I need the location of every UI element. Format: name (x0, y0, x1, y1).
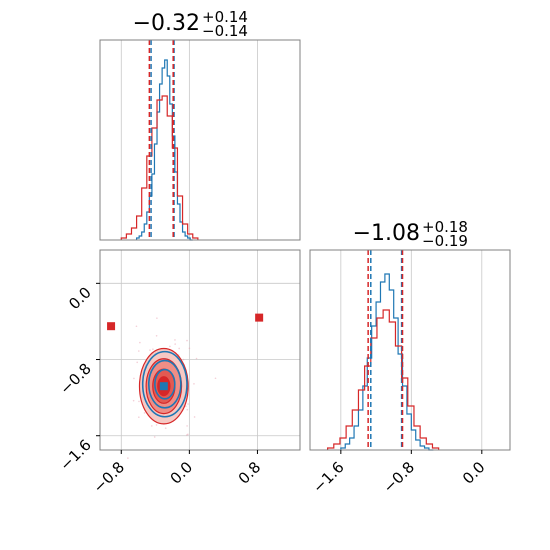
p2-sample-point (187, 433, 189, 436)
p3-hist-blue (340, 273, 434, 451)
p2-sample-point (138, 416, 140, 419)
p2-blue-contour-1 (147, 359, 182, 409)
p3-hist-red (327, 309, 440, 450)
p2-sample-point (195, 357, 198, 360)
p2-sample-point (149, 349, 151, 351)
p3-xtick-label-0: −1.6 (309, 458, 347, 496)
p2-sample-point (153, 436, 156, 438)
p2-sample-point (135, 325, 138, 328)
p2-sample-point (155, 424, 158, 426)
p2-sample-point (139, 341, 141, 344)
p2-sample-point (214, 377, 217, 380)
p2-sample-point (174, 339, 176, 341)
p3-xtick-label-1: −0.8 (380, 458, 418, 496)
p2-sample-point (156, 317, 158, 319)
p2-sample-point (132, 399, 135, 402)
panel3-title-main: −1.08 (353, 221, 420, 246)
p2-sample-point (182, 358, 185, 361)
p2-sample-point (169, 345, 171, 348)
p2-marker-red-1 (255, 313, 264, 322)
p2-sample-point (143, 412, 146, 414)
p1-hist-blue (135, 59, 193, 241)
p2-sample-point (185, 405, 187, 408)
p2-sample-point (133, 377, 135, 380)
p2-sample-point (138, 400, 140, 403)
p2-sample-point (136, 361, 138, 364)
p2-ytick-label-2: −1.6 (56, 436, 94, 474)
p2-sample-point (155, 335, 158, 337)
p2-frame (99, 249, 301, 451)
panel1-title-main: −0.32 (133, 11, 200, 36)
p2-sample-point (188, 347, 191, 350)
panel1-title-sup: +0.14 (202, 8, 248, 26)
p1-frame (99, 39, 301, 241)
p2-xtick-label-1: 0.0 (167, 458, 197, 488)
p2-sample-point (164, 427, 167, 429)
p2-sample-point (187, 403, 189, 405)
p2-sample-point (152, 348, 154, 350)
p2-blue-contour-2 (154, 368, 176, 400)
p2-sample-point (174, 343, 176, 345)
p2-marker-blue-2 (159, 382, 168, 391)
p2-xtick-label-0: −0.8 (90, 458, 128, 496)
p2-sample-point (193, 383, 195, 385)
p2-sample-point (186, 408, 189, 411)
panel1-title: −0.32 +0.14 −0.14 (133, 8, 248, 40)
p1-hist-red (120, 95, 199, 240)
panel3-title-sub: −0.19 (422, 232, 468, 250)
p2-blue-contour-0 (141, 350, 188, 418)
p2-sample-point (151, 425, 153, 427)
joint-scatter-panel: −0.8 0.0 0.80.0−0.8−1.6 (56, 249, 301, 497)
panel1-title-sub: −0.14 (202, 22, 248, 40)
p2-xtick-label-2: 0.8 (235, 458, 265, 488)
p2-marker-red-0 (107, 322, 116, 331)
p2-sample-point (186, 339, 188, 342)
marginal-histogram-param-2: −1.6 −0.8 0.0 (309, 249, 511, 497)
p2-sample-point (138, 350, 140, 352)
p2-sample-point (186, 425, 188, 427)
p2-sample-point (193, 416, 196, 418)
panel3-title: −1.08 +0.18 −0.19 (353, 218, 468, 250)
p2-sample-point (127, 457, 129, 459)
p3-frame (309, 249, 511, 451)
p2-sample-point (178, 347, 180, 350)
p3-xtick-label-2: 0.0 (459, 458, 489, 488)
panel3-title-sup: +0.18 (422, 218, 468, 236)
marginal-histogram-param-1 (99, 39, 301, 241)
p2-ytick-label-1: −0.8 (56, 360, 94, 398)
p2-ytick-label-0: 0.0 (65, 283, 95, 313)
